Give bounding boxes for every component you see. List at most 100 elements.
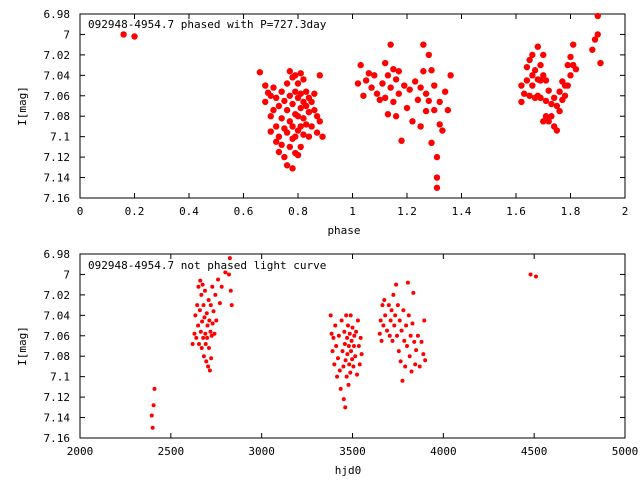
phased-data-point	[283, 162, 291, 169]
light-curve-data-point	[205, 335, 210, 340]
phased-data-point	[387, 84, 394, 91]
light-curve-data-point	[398, 359, 403, 364]
phased-data-point	[379, 80, 386, 87]
light-curve-data-point	[403, 364, 408, 369]
light-curve-data-point	[345, 323, 350, 328]
phased-data-point	[281, 97, 288, 105]
light-curve-data-point	[348, 313, 353, 318]
phased-data-point	[286, 143, 294, 151]
phased-data-point	[360, 92, 367, 99]
phased-data-point	[267, 113, 274, 120]
phased-data-point	[289, 123, 296, 130]
phased-data-point	[376, 96, 383, 104]
phased-data-point	[395, 90, 403, 97]
phased-data-point	[529, 72, 536, 79]
phased-data-point	[311, 106, 318, 114]
phased-data-point	[292, 133, 299, 140]
light-curve-data-point	[408, 333, 413, 338]
light-curve-data-point	[216, 277, 221, 282]
light-curve-chart-xlabel: hjd0	[335, 464, 362, 477]
light-curve-data-point	[337, 368, 342, 373]
phased-data-point	[564, 61, 571, 69]
light-curve-data-point	[342, 329, 347, 334]
phased-data-point	[431, 106, 438, 114]
phased-data-point	[425, 97, 432, 105]
phased-ytick-label: 7.1	[50, 131, 70, 144]
phased-data-point	[433, 153, 441, 161]
phased-data-point	[305, 133, 313, 140]
light-curve-data-point	[354, 329, 359, 334]
light-curve-xtick-label: 4000	[430, 445, 457, 458]
phased-data-point	[542, 113, 550, 120]
phased-ytick-label: 7.06	[44, 90, 71, 103]
phased-data-point	[433, 184, 441, 191]
phased-data-point	[561, 92, 569, 99]
phased-data-point	[534, 43, 541, 50]
phased-data-point	[422, 90, 430, 97]
phased-xtick-label: 0.2	[125, 205, 145, 218]
light-curve-data-point	[213, 292, 218, 297]
light-curve-data-point	[208, 303, 213, 308]
light-curve-data-point	[336, 333, 341, 338]
phased-data-point	[417, 84, 424, 91]
phased-data-point	[542, 97, 550, 105]
phased-data-point	[556, 88, 563, 95]
phased-data-point	[542, 77, 550, 84]
light-curve-data-point	[351, 344, 356, 348]
light-curve-data-point	[209, 356, 214, 361]
phased-chart-ylabel: I[mag]	[16, 86, 29, 126]
light-curve-data-point	[355, 372, 360, 377]
phased-data-point	[316, 118, 323, 125]
light-curve-data-point	[200, 319, 205, 324]
light-curve-data-point	[202, 315, 207, 320]
phased-data-point	[523, 63, 531, 71]
light-curve-chart: 2000 2500 3000 3500 4000 4500 5000 6.98 7 7.02 7.0…	[16, 248, 638, 477]
phased-data-point	[436, 121, 443, 128]
phased-data-point	[537, 77, 544, 84]
phased-data-point	[556, 107, 563, 115]
light-curve-data-point	[340, 349, 345, 354]
phased-data-point	[270, 106, 277, 114]
phased-xtick-label: 0.6	[234, 205, 254, 218]
light-curve-data-point	[387, 333, 392, 338]
phased-data-point	[401, 82, 408, 89]
light-curve-data-point	[207, 318, 212, 323]
phased-data-point	[390, 98, 397, 106]
light-curve-data-point	[347, 331, 352, 336]
phased-data-point	[273, 123, 280, 130]
phased-data-point	[518, 98, 525, 106]
phased-chart-xlabel: phase	[327, 224, 360, 237]
phased-data-point	[120, 31, 127, 38]
light-curve-data-point	[331, 335, 336, 340]
light-curve-data-point	[204, 359, 209, 364]
light-curve-data-point	[203, 341, 208, 346]
light-curve-data-point	[381, 323, 386, 328]
phased-data-point	[275, 148, 283, 156]
light-curve-data-point	[214, 318, 219, 323]
phased-data-point	[526, 92, 533, 99]
light-curve-data-point	[209, 333, 214, 338]
light-curve-data-point	[528, 272, 533, 277]
light-curve-data-point	[345, 335, 350, 340]
phased-ytick-label: 7.14	[44, 172, 71, 185]
phased-data-point	[447, 72, 454, 79]
phased-data-point	[572, 66, 580, 73]
phased-data-point	[436, 98, 443, 106]
phased-ytick-label: 7.04	[44, 69, 71, 82]
light-curve-data-point	[206, 364, 211, 369]
phased-data-point	[275, 133, 283, 140]
light-curve-data-point	[389, 308, 394, 313]
light-curve-data-point	[401, 308, 406, 313]
phased-data-point	[553, 127, 561, 134]
light-curve-data-point	[379, 338, 384, 343]
phased-data-point	[417, 123, 424, 130]
light-curve-data-point	[203, 331, 208, 336]
light-curve-data-point	[355, 318, 360, 323]
light-curve-data-point	[193, 313, 198, 318]
light-curve-data-point	[395, 333, 400, 338]
light-curve-data-point	[378, 318, 383, 323]
phased-data-point	[256, 69, 264, 76]
light-curve-data-point	[349, 349, 354, 354]
light-curve-data-point	[151, 403, 156, 408]
light-curve-data-point	[397, 318, 402, 323]
